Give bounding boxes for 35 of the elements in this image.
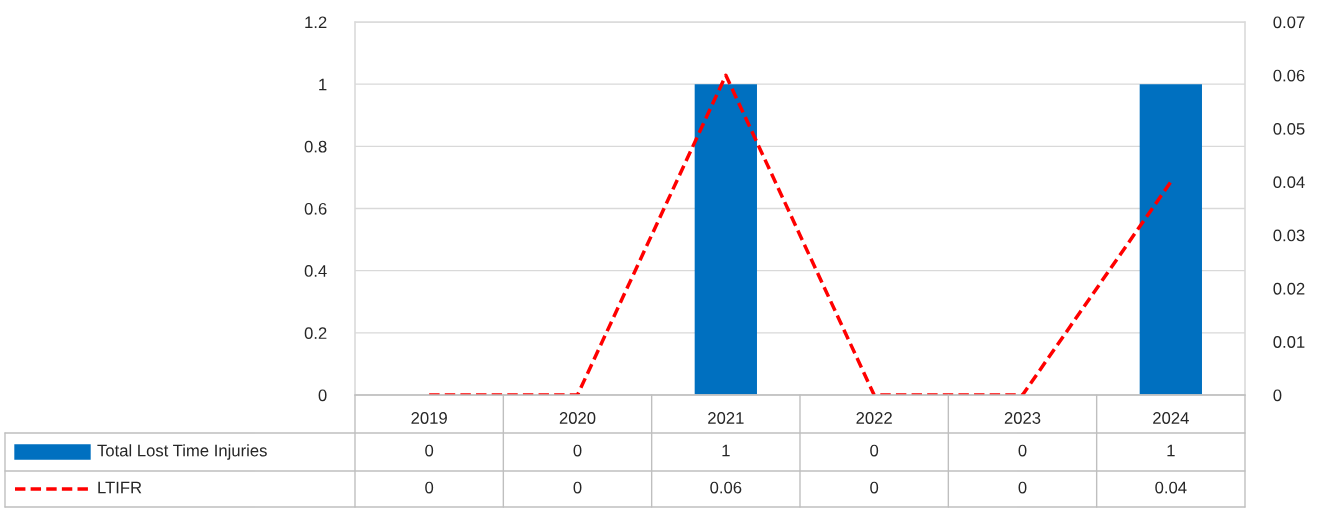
x-tick-label: 2020 <box>559 412 596 424</box>
data-label: 1 <box>1167 444 1175 457</box>
data-label: 0 <box>573 481 582 494</box>
x-tick-label: 2023 <box>1004 412 1041 424</box>
y-tick-label: 0.2 <box>304 327 327 340</box>
y-tick-label: 1.2 <box>305 16 327 29</box>
data-label: 0 <box>425 481 434 494</box>
data-label: 0.04 <box>1155 481 1187 494</box>
y-tick-label: 1 <box>319 78 327 91</box>
y-tick-label: 0.6 <box>304 202 327 215</box>
y-tick-label: 0.8 <box>304 140 327 153</box>
y2-tick-label: 0.03 <box>1273 229 1305 242</box>
data-label: 1 <box>722 444 730 457</box>
y-tick-label: 0 <box>318 389 327 402</box>
data-label: 0 <box>1018 481 1027 494</box>
y2-tick-label: 0.01 <box>1273 336 1305 348</box>
data-label: 0 <box>870 444 879 457</box>
x-tick-label: 2019 <box>411 412 447 424</box>
y2-tick-label: 0.06 <box>1273 69 1305 82</box>
y2-tick-label: 0.07 <box>1273 16 1305 29</box>
x-tick-label: 2021 <box>708 412 744 424</box>
data-label: 0 <box>870 481 879 494</box>
data-label: 0 <box>573 444 582 457</box>
y2-tick-label: 0.05 <box>1273 122 1305 135</box>
legend-label: Total Lost Time Injuries <box>97 444 267 460</box>
x-tick-label: 2022 <box>856 412 892 424</box>
y2-tick-label: 0.02 <box>1273 282 1305 295</box>
data-label: 0 <box>425 444 434 457</box>
y2-tick-label: 0 <box>1273 389 1282 402</box>
legend-label: LTIFR <box>98 481 142 494</box>
data-label: 0 <box>1018 444 1027 457</box>
y2-tick-label: 0.04 <box>1273 176 1305 189</box>
data-label: 0.06 <box>710 481 742 494</box>
y-tick-label: 0.4 <box>304 265 327 277</box>
x-tick-label: 2024 <box>1153 412 1189 424</box>
